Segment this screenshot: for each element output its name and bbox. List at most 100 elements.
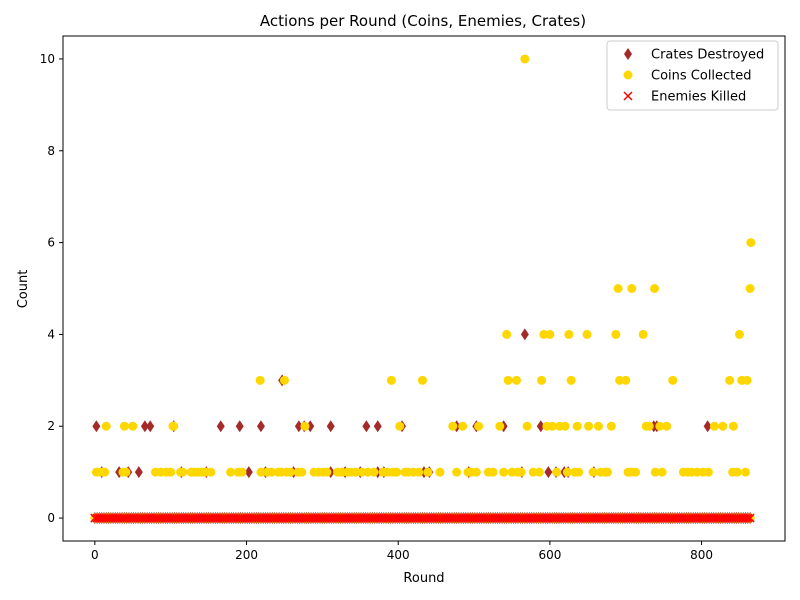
x-tick-label: 0 <box>91 548 99 562</box>
coin-marker <box>435 467 445 477</box>
coin-marker <box>732 467 742 477</box>
legend-label: Coins Collected <box>651 69 752 84</box>
coin-marker <box>178 467 188 477</box>
coin-marker <box>471 467 481 477</box>
plot-frame <box>62 35 786 542</box>
crate-marker <box>362 420 371 433</box>
coin-marker <box>423 467 433 477</box>
coin-marker <box>503 375 513 385</box>
coin-marker <box>703 467 713 477</box>
coin-marker <box>495 421 505 431</box>
x-axis-ticks: 0 200 400 600 800 <box>91 541 713 562</box>
coin-marker <box>572 421 582 431</box>
coin-marker <box>488 467 498 477</box>
enemy-marker-zero <box>745 513 755 523</box>
crate-marker <box>373 420 382 433</box>
coin-marker <box>582 329 592 339</box>
coin-marker <box>119 421 129 431</box>
coin-marker <box>226 467 236 477</box>
y-axis-label: Count <box>16 270 31 309</box>
coin-marker <box>322 467 332 477</box>
coin-marker <box>414 467 424 477</box>
coin-marker <box>655 421 665 431</box>
coin-marker <box>545 329 555 339</box>
crate-marker <box>235 420 244 433</box>
plot-background <box>63 36 785 541</box>
coin-marker <box>562 467 572 477</box>
x-tick-label: 200 <box>235 548 258 562</box>
coin-marker <box>560 421 570 431</box>
coin-marker <box>547 421 557 431</box>
legend-label: Crates Destroyed <box>651 48 764 63</box>
legend-marker <box>623 91 633 101</box>
coin-marker <box>534 467 544 477</box>
coin-marker <box>718 421 728 431</box>
coin-marker <box>522 421 532 431</box>
legend: Crates Destroyed Coins Collected Enemies K… <box>606 40 779 111</box>
coin-marker <box>386 375 396 385</box>
y-tick-label: 6 <box>47 236 55 250</box>
coin-marker <box>512 375 522 385</box>
y-tick-label: 0 <box>47 511 55 525</box>
coin-marker <box>650 467 660 477</box>
coin-marker <box>742 375 752 385</box>
legend-entry: Crates Destroyed <box>624 48 764 63</box>
crate-marker <box>326 420 335 433</box>
zero-baseline-markers <box>90 512 755 525</box>
y-tick-label: 8 <box>47 144 55 158</box>
coin-marker <box>448 421 458 431</box>
coin-marker <box>300 421 310 431</box>
coin-marker <box>638 329 648 339</box>
coin-marker <box>603 467 613 477</box>
plot-area <box>62 35 786 542</box>
crate-marker <box>134 466 143 479</box>
coin-marker <box>537 375 547 385</box>
crate-marker <box>536 420 545 433</box>
coin-marker <box>566 375 576 385</box>
coin-marker <box>206 467 216 477</box>
crate-marker <box>520 328 529 341</box>
crate-marker <box>244 466 253 479</box>
coin-marker <box>588 467 598 477</box>
coin-marker <box>452 467 462 477</box>
crate-marker <box>256 420 265 433</box>
coin-marker <box>255 375 265 385</box>
coin-marker <box>644 421 654 431</box>
coin-marker <box>552 467 562 477</box>
y-tick-label: 4 <box>47 327 55 341</box>
coin-marker <box>516 467 526 477</box>
coin-marker <box>267 467 277 477</box>
legend-entry: Coins Collected <box>623 69 752 84</box>
enemy-marker-zero <box>743 513 753 523</box>
crate-marker <box>294 420 303 433</box>
coin-marker <box>593 421 603 431</box>
coin-marker <box>728 421 738 431</box>
coin-marker <box>584 421 594 431</box>
coin-marker <box>746 238 756 248</box>
coins-markers <box>91 54 756 477</box>
chart-title: Actions per Round (Coins, Enemies, Crate… <box>260 12 586 30</box>
coin-marker <box>662 421 672 431</box>
crate-marker <box>92 420 101 433</box>
coin-marker <box>520 54 530 64</box>
legend-marker <box>623 70 633 80</box>
x-tick-label: 600 <box>538 548 561 562</box>
coin-marker <box>166 467 176 477</box>
legend-entry: Enemies Killed <box>623 90 746 105</box>
y-tick-label: 10 <box>40 52 55 66</box>
coin-marker <box>574 467 584 477</box>
coin-marker <box>631 467 641 477</box>
crate-marker <box>146 420 155 433</box>
coin-marker <box>395 421 405 431</box>
x-axis-label: Round <box>403 571 444 586</box>
coin-marker <box>650 284 660 293</box>
crate-marker <box>140 420 149 433</box>
crate-marker <box>703 420 712 433</box>
coin-marker <box>668 375 678 385</box>
y-tick-label: 2 <box>47 419 55 433</box>
coin-marker <box>417 375 427 385</box>
coin-marker <box>499 467 509 477</box>
coin-marker <box>611 329 621 339</box>
coin-marker <box>297 467 307 477</box>
x-tick-label: 400 <box>387 548 410 562</box>
